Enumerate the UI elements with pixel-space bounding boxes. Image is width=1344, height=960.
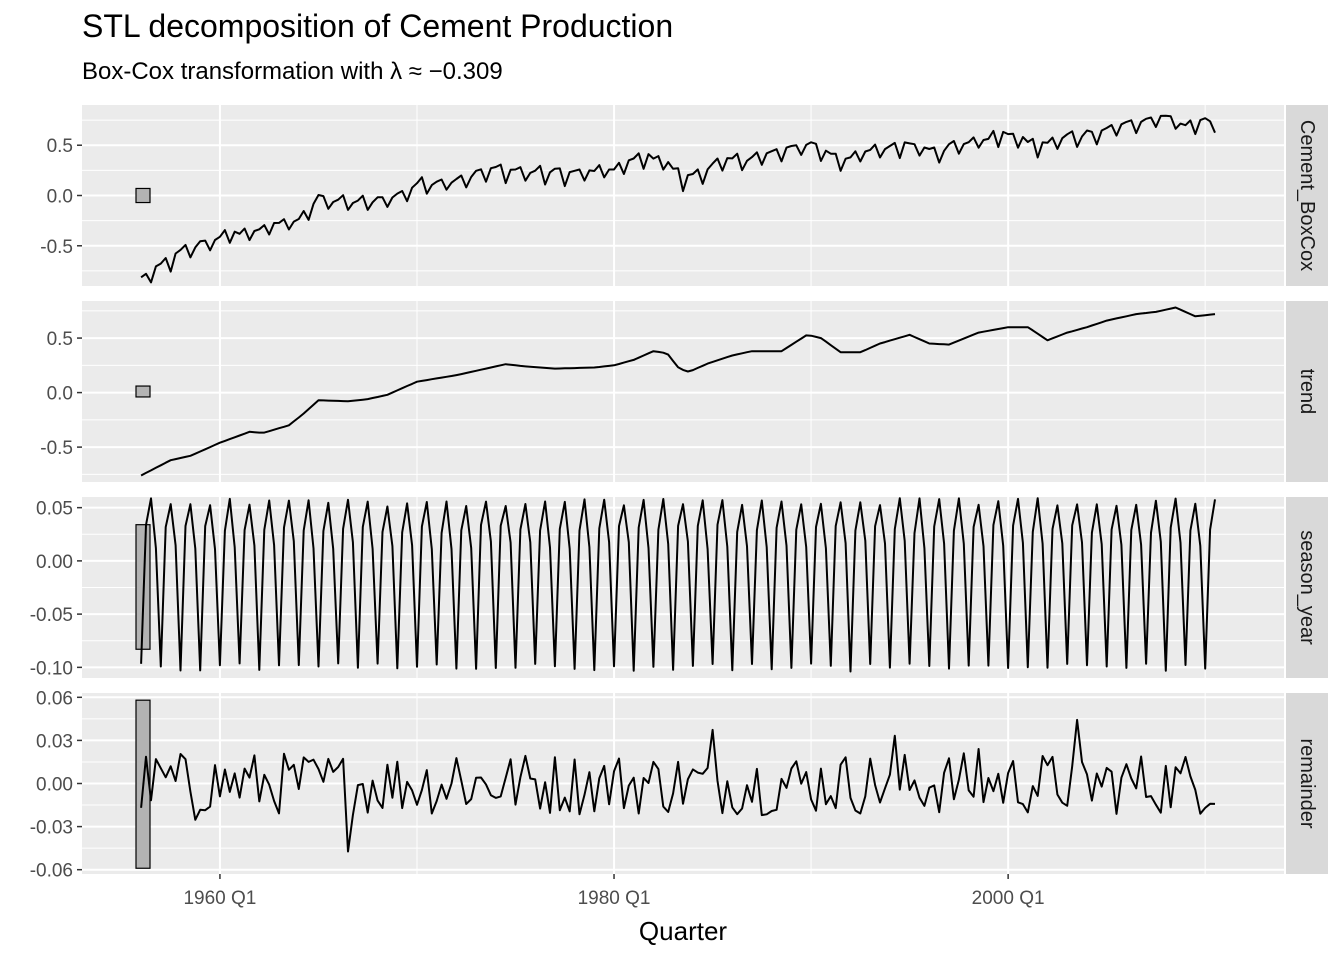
y-tick-label: 0.00 [36, 552, 73, 573]
series-line [140, 114, 1216, 284]
facet-strip-label: season_year [1296, 530, 1318, 645]
y-tick-label: -0.05 [30, 605, 73, 626]
facet-strip [1286, 497, 1328, 678]
y-tick-label: -0.10 [30, 658, 73, 679]
y-tick-label: -0.5 [40, 237, 73, 258]
facet-strip-label: Cement_BoxCox [1296, 120, 1318, 271]
facet-strip-label: trend [1296, 369, 1318, 415]
panel-trend: -0.5 0.0 0.5 trend [40, 301, 1328, 482]
facet-strip-label: remainder [1296, 738, 1318, 828]
y-tick-label: 0.05 [36, 499, 73, 520]
panel-season-year: -0.10 -0.05 0.00 0.05 season_year [30, 497, 1328, 679]
facet-strip [1286, 301, 1328, 482]
panel-remainder: -0.06 -0.03 0.00 0.03 0.06 remainder 1960 Q1 19… [30, 688, 1328, 909]
chart-title: STL decomposition of Cement Production [82, 8, 674, 44]
x-axis-title: Quarter [639, 916, 727, 946]
series-line [140, 718, 1216, 853]
x-tick-label: 1960 Q1 [183, 888, 256, 909]
y-tick-label: 0.5 [47, 329, 73, 350]
y-tick-label: -0.06 [30, 861, 73, 882]
panel-cement-boxcox: -0.5 0.0 0.5 Cement_BoxCox [40, 105, 1328, 286]
y-tick-label: 0.0 [47, 384, 73, 405]
series-line [140, 497, 1216, 673]
range-bar [135, 187, 151, 204]
facet-strip [1286, 693, 1328, 874]
series-line [140, 306, 1216, 477]
panel-background [82, 301, 1284, 482]
y-tick-label: 0.0 [47, 187, 73, 208]
x-tick-label: 2000 Q1 [972, 888, 1045, 909]
range-bar [135, 385, 151, 398]
y-tick-label: 0.06 [36, 688, 73, 709]
y-tick-label: -0.5 [40, 438, 73, 459]
facet-strip [1286, 105, 1328, 286]
y-tick-label: -0.03 [30, 818, 73, 839]
x-tick-label: 1980 Q1 [578, 888, 651, 909]
y-tick-label: 0.03 [36, 731, 73, 752]
chart-subtitle: Box-Cox transformation with λ ≈ −0.309 [82, 58, 503, 85]
y-tick-label: 0.5 [47, 136, 73, 157]
y-tick-label: 0.00 [36, 775, 73, 796]
